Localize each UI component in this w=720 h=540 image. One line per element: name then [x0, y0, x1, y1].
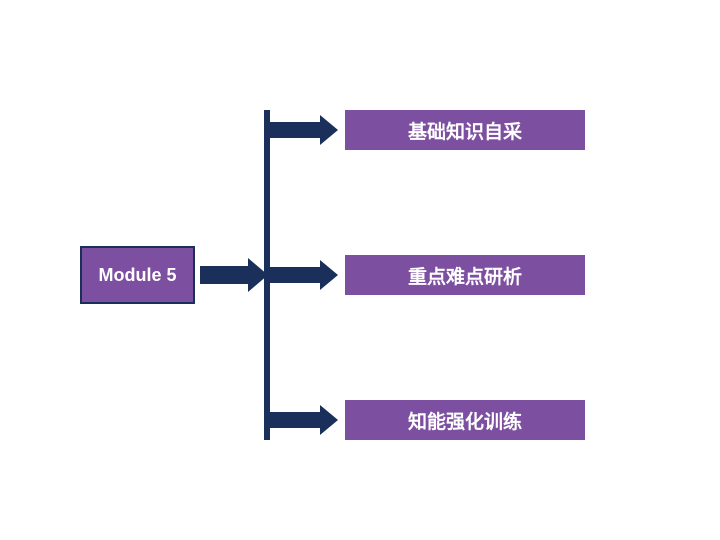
root-node: Module 5 [80, 246, 195, 304]
branch-node: 知能强化训练 [345, 400, 585, 440]
branch-node-label: 知能强化训练 [408, 407, 522, 434]
branch-node: 重点难点研析 [345, 255, 585, 295]
branch-node-label: 重点难点研析 [408, 262, 522, 289]
branch-node-label: 基础知识自采 [408, 117, 522, 144]
branch-node: 基础知识自采 [345, 110, 585, 150]
root-node-label: Module 5 [98, 265, 176, 286]
